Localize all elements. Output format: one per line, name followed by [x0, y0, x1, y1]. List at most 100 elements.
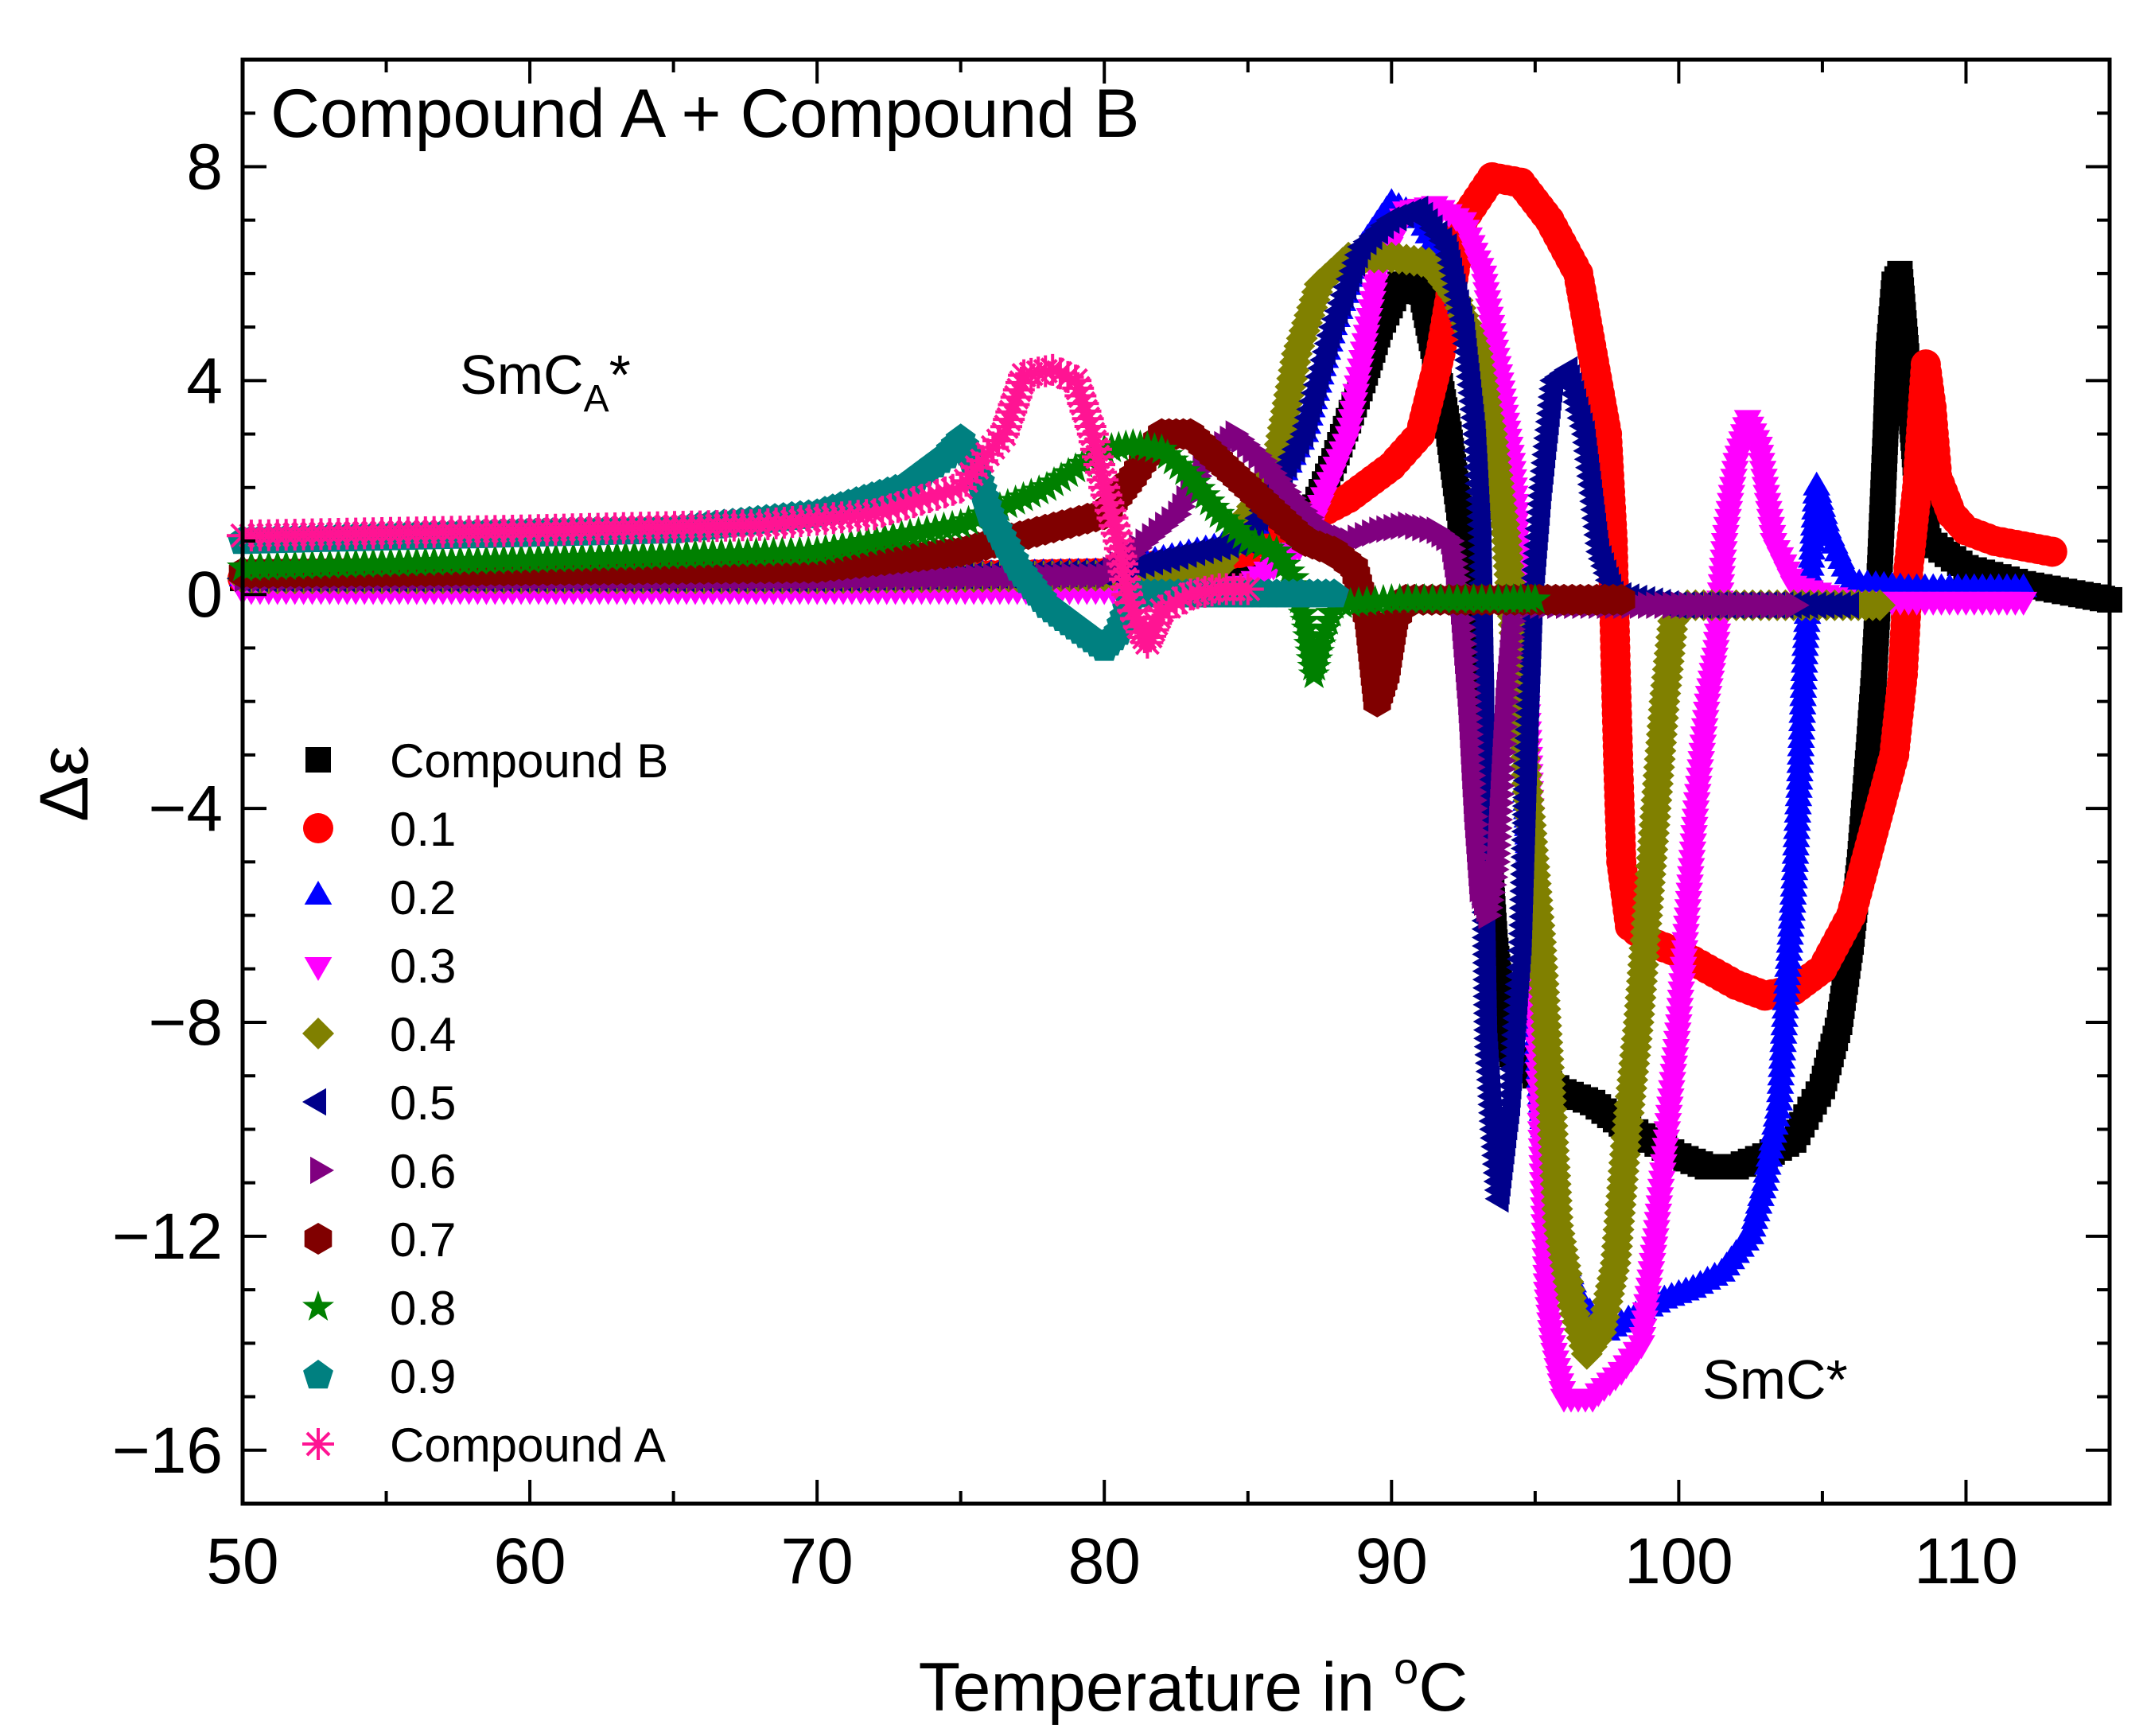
- data-point: [1220, 513, 1253, 544]
- data-point: [1088, 471, 1121, 504]
- y-axis-title: Δε: [26, 745, 103, 822]
- legend-label: Compound B: [390, 734, 668, 788]
- data-point: [1153, 590, 1185, 623]
- legend-marker: [302, 1088, 326, 1116]
- data-point: [1184, 473, 1216, 503]
- data-point: [1069, 395, 1102, 427]
- legend-marker: [304, 1223, 333, 1255]
- data-point: [1000, 381, 1033, 414]
- data-point: [960, 501, 993, 532]
- data-point: [1023, 474, 1056, 504]
- data-point: [1163, 449, 1196, 480]
- data-point: [1079, 433, 1112, 465]
- chart-title: Compound A + Compound B: [270, 76, 1139, 152]
- data-point: [1208, 503, 1241, 534]
- legend-marker: [302, 1290, 334, 1321]
- data-point: [993, 403, 1025, 436]
- annotation-smca: SmCA*: [460, 344, 631, 420]
- data-point: [905, 484, 938, 516]
- data-point: [874, 493, 907, 526]
- data-point: [1090, 479, 1122, 512]
- data-point: [1095, 494, 1126, 527]
- data-point: [1269, 548, 1301, 579]
- legend-marker: [310, 1156, 334, 1185]
- data-point: [1160, 586, 1192, 619]
- annotation-smc: SmC*: [1702, 1349, 1848, 1411]
- x-tick-label: 100: [1624, 1525, 1733, 1598]
- legend-label: 0.3: [390, 940, 456, 993]
- data-point: [999, 484, 1032, 515]
- data-point: [1274, 555, 1306, 586]
- x-tick-label: 80: [1068, 1525, 1141, 1598]
- data-point: [1111, 578, 1144, 611]
- data-point: [1134, 620, 1166, 652]
- data-point: [1193, 485, 1226, 516]
- data-point: [1226, 519, 1258, 550]
- data-point: [1126, 616, 1158, 648]
- data-point: [881, 491, 914, 524]
- data-point: [1151, 438, 1184, 469]
- axes: [240, 57, 2112, 1506]
- data-point: [990, 411, 1022, 443]
- data-point: [921, 478, 954, 511]
- data-point: [1044, 357, 1076, 390]
- data-point: [987, 418, 1020, 450]
- data-point: [913, 481, 946, 513]
- legend-label: 0.6: [390, 1145, 456, 1198]
- data-point: [1038, 465, 1070, 496]
- data-point: [1519, 582, 1551, 613]
- data-point: [1179, 466, 1212, 497]
- x-tick-label: 70: [781, 1525, 854, 1598]
- data-point: [1265, 541, 1297, 572]
- y-tick-label: −4: [149, 773, 224, 845]
- data-point: [866, 496, 899, 528]
- data-point: [1060, 452, 1092, 483]
- data-point: [998, 388, 1030, 421]
- data-point: [1157, 444, 1189, 475]
- x-tick-labels: 50 60 70 80 90 100 110: [206, 1525, 2017, 1598]
- legend-marker: [305, 747, 331, 773]
- data-point: [1607, 583, 1636, 616]
- x-tick-label: 90: [1355, 1525, 1428, 1598]
- data-point: [1114, 586, 1146, 619]
- plot-frame: [240, 57, 2112, 1506]
- y-tick-label: −8: [149, 987, 224, 1059]
- data-point: [936, 473, 969, 506]
- legend-label: Compound A: [390, 1419, 666, 1472]
- legend-label: 0.2: [390, 871, 456, 924]
- data-point: [995, 395, 1028, 428]
- data-point: [1031, 470, 1063, 501]
- x-axis-title: Temperature in oC: [919, 1643, 1468, 1726]
- data-point: [1215, 508, 1247, 539]
- x-tick-label: 110: [1914, 1525, 2018, 1598]
- series-0.4: [227, 241, 1896, 1370]
- y-tick-label: 8: [186, 130, 223, 203]
- data-point: [1169, 454, 1201, 485]
- legend-marker: [302, 1018, 334, 1049]
- data-point: [1835, 591, 1859, 619]
- x-tick-label: 60: [493, 1525, 566, 1598]
- data-point: [1099, 509, 1131, 542]
- data-point: [1037, 353, 1069, 386]
- series-compound-a: [227, 353, 1264, 659]
- legend-marker: [303, 1360, 333, 1389]
- data-point: [1260, 535, 1293, 566]
- data-point: [991, 488, 1024, 519]
- y-tick-labels: −16 −12 −8 −4 0 4 8: [112, 130, 223, 1486]
- data-point: [1137, 613, 1169, 646]
- data-point: [1140, 607, 1173, 640]
- data-point: [1002, 374, 1035, 407]
- data-point: [897, 486, 930, 519]
- data-point: [1319, 578, 1350, 608]
- y-tick-label: 4: [186, 344, 223, 417]
- series-0.8: [227, 428, 1551, 688]
- data-point: [1045, 461, 1077, 492]
- legend-label: 0.9: [390, 1350, 456, 1403]
- data-point: [1119, 602, 1152, 635]
- data-point: [1060, 364, 1092, 397]
- data-point: [944, 508, 977, 539]
- y-tick-label: 0: [186, 559, 223, 631]
- data-point: [1198, 491, 1231, 522]
- data-point: [1052, 457, 1085, 488]
- data-point: [1864, 589, 1896, 621]
